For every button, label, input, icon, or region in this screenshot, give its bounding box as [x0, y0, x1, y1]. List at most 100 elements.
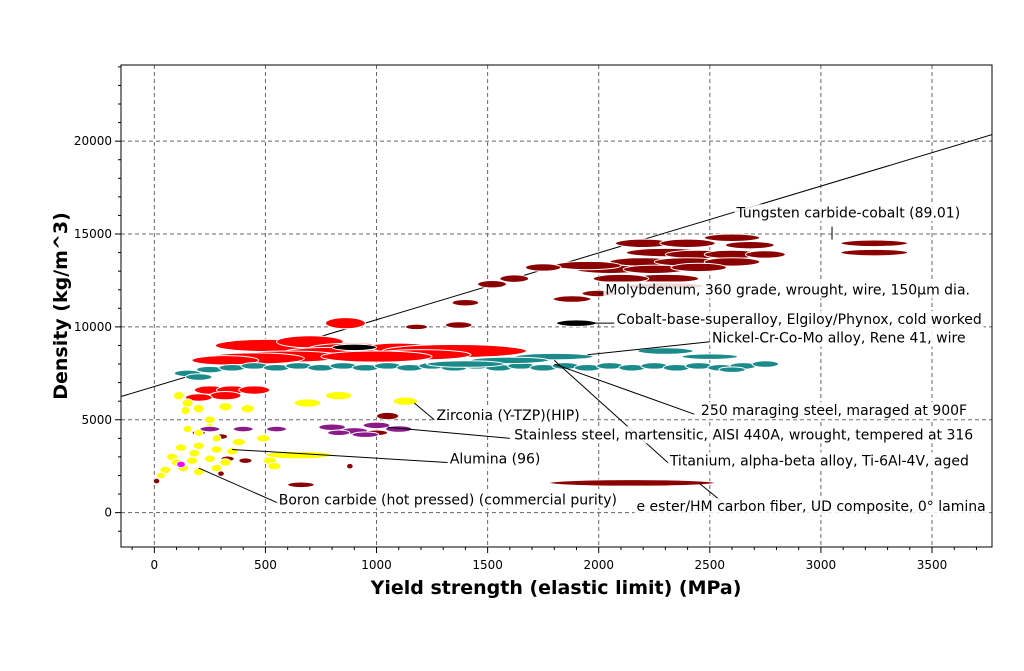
material-bubble — [176, 460, 186, 469]
annotation-leader — [413, 402, 435, 421]
material-bubble — [553, 260, 622, 271]
x-tick-label: 1500 — [472, 558, 503, 572]
material-bubble — [320, 350, 433, 363]
material-bubble — [156, 471, 166, 480]
material-bubble — [192, 441, 205, 450]
annotation-background — [512, 426, 976, 444]
y-tick-label: 5000 — [81, 413, 112, 427]
annotation-background — [276, 491, 620, 509]
material-bubble — [744, 250, 786, 259]
annotation-leader — [553, 359, 671, 465]
x-tick-label: 500 — [254, 558, 277, 572]
material-bubble — [238, 457, 253, 464]
annotation-label: Boron carbide (hot pressed) (commercial … — [279, 492, 617, 508]
annotation-leaders — [198, 226, 833, 511]
material-bubble — [211, 434, 222, 443]
material-bubble — [174, 443, 188, 452]
plot-background — [121, 65, 992, 547]
material-bubble — [203, 415, 216, 424]
x-tick-label: 3500 — [917, 558, 948, 572]
material-bubble — [199, 425, 221, 433]
annotation-label: 250 maraging steel, maraged at 900F — [701, 403, 967, 419]
material-bubble — [231, 437, 246, 447]
y-axis-title: Density (kg/m^3) — [50, 212, 72, 400]
material-bubble — [840, 239, 909, 248]
annotation-leader — [387, 426, 510, 439]
material-bubble — [203, 454, 216, 463]
annotation-labels: Tungsten carbide-cobalt (89.01) Molybdenu… — [276, 204, 988, 516]
material-bubble — [362, 421, 391, 430]
material-bubble — [703, 233, 761, 242]
material-bubble — [426, 360, 505, 368]
material-bubble — [172, 390, 185, 401]
material-bubble — [232, 425, 254, 433]
material-bubble — [180, 405, 191, 416]
material-bubble — [192, 467, 205, 476]
material-bubble — [637, 347, 694, 355]
x-tick-label: 2000 — [583, 558, 614, 572]
material-bubble — [552, 295, 592, 303]
material-bubble — [181, 398, 194, 408]
material-bubble — [159, 465, 172, 475]
material-bubble — [293, 398, 322, 408]
material-bubble — [267, 461, 282, 471]
annotation-label: Stainless steel, martensitic, AISI 440A,… — [514, 427, 973, 443]
y-tick-label: 20000 — [74, 134, 112, 148]
material-bubble — [184, 373, 213, 381]
y-tick-label: 0 — [104, 506, 112, 520]
bubble-layer — [152, 233, 909, 489]
annotation-leader — [554, 363, 695, 415]
material-bubble — [210, 445, 223, 454]
material-bubble — [209, 390, 242, 401]
material-bubble — [238, 385, 271, 395]
x-tick-label: 1000 — [361, 558, 392, 572]
x-tick-label: 2500 — [695, 558, 726, 572]
material-bubble — [186, 456, 199, 465]
annotation-label: Nickel-Cr-Co-Mo alloy, Rene 41, wire — [712, 331, 966, 347]
material-bubble — [184, 393, 213, 402]
annotation-background — [434, 406, 582, 424]
annotation-background — [634, 498, 988, 516]
plot-frame — [120, 64, 993, 548]
annotation-background — [603, 281, 972, 299]
annotation-label: Titanium, alpha-beta alloy, Ti-6Al-4V, a… — [669, 453, 969, 469]
annotation-leader — [587, 341, 710, 356]
annotation-label: Molybdenum, 360 grade, wrought, wire, 15… — [605, 282, 970, 298]
material-bubble — [477, 279, 508, 289]
material-bubble — [404, 323, 429, 331]
material-bubble — [219, 458, 232, 467]
annotation-background — [447, 450, 543, 468]
material-bubble — [681, 353, 739, 360]
annotation-leader — [198, 467, 279, 504]
annotation-label: Alumina (96) — [450, 451, 541, 467]
annotation-background — [698, 402, 970, 420]
material-bubble — [331, 343, 378, 352]
material-bubble — [376, 411, 400, 421]
y-axis: 0 5000 10000 15000 20000 — [74, 66, 121, 532]
material-bubble — [351, 431, 380, 438]
material-bubble — [152, 477, 161, 485]
material-bubble — [499, 274, 530, 283]
material-bubble — [751, 360, 780, 368]
annotation-background — [734, 204, 964, 222]
annotation-background — [667, 452, 972, 470]
material-bubble — [346, 462, 354, 470]
annotation-label: Tungsten carbide-cobalt (89.01) — [735, 205, 960, 221]
material-bubble — [327, 429, 351, 437]
x-axis: 0 500 1000 1500 2000 2500 3000 3500 — [131, 547, 977, 572]
annotation-label: Zirconia (Y-TZP)(HIP) — [437, 408, 580, 424]
y-tick-label: 15000 — [74, 227, 112, 241]
material-bubble — [188, 448, 201, 458]
material-bubble — [718, 366, 746, 373]
y-tick-label: 10000 — [74, 320, 112, 334]
material-bubble — [182, 424, 193, 434]
material-bubble — [287, 481, 315, 489]
material-bubble — [659, 238, 716, 248]
annotation-background — [710, 329, 968, 347]
material-bubble — [266, 425, 288, 433]
material-bubble — [451, 298, 480, 307]
material-bubble — [240, 403, 255, 414]
annotation-leader — [232, 448, 448, 463]
material-bubble — [548, 479, 716, 487]
